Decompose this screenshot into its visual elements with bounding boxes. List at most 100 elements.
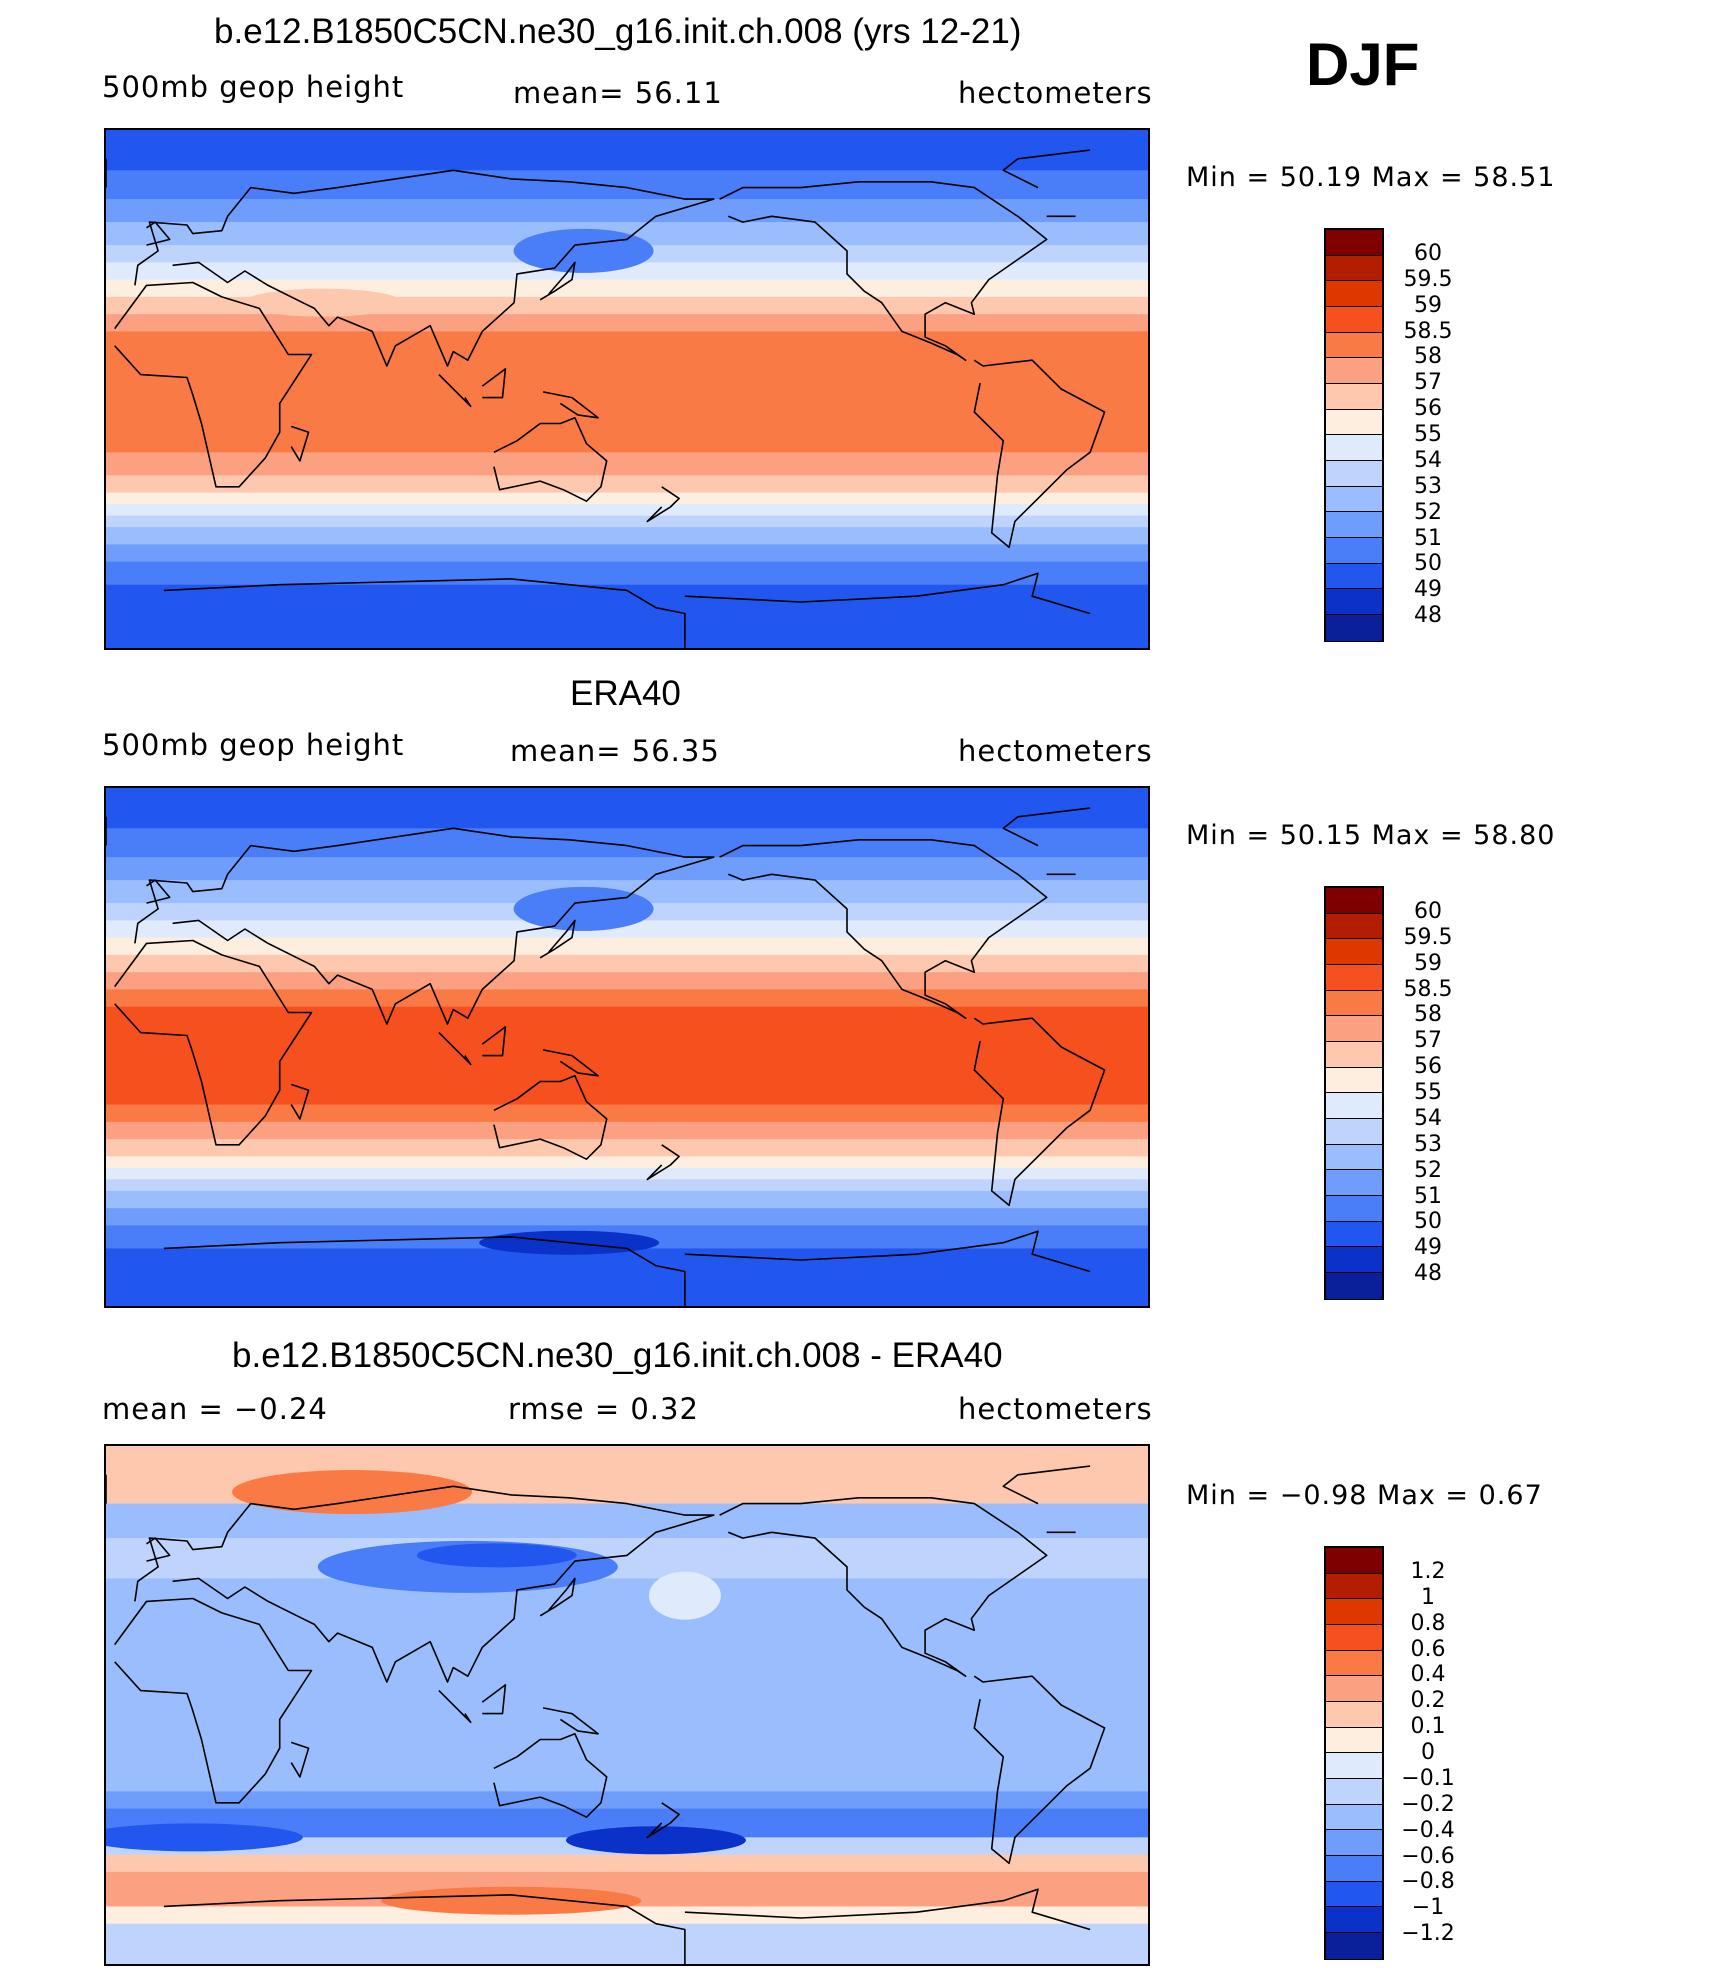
contour-band — [106, 504, 1148, 517]
contour-band — [106, 1248, 1148, 1306]
anomaly-feature — [232, 1470, 473, 1515]
colorbar-swatch — [1326, 1273, 1382, 1299]
colorbar-tick-label: 0.1 — [1410, 1714, 1446, 1740]
colorbar-tick-label: 48 — [1414, 1261, 1442, 1287]
panel-1-colorbar — [1324, 228, 1384, 642]
contour-band — [106, 1923, 1148, 1964]
coastline — [106, 149, 1091, 218]
colorbar-tick-label: 56 — [1414, 396, 1442, 422]
contour-band — [106, 1139, 1148, 1157]
colorbar-tick-label: 60 — [1414, 240, 1442, 266]
colorbar-swatch — [1326, 358, 1382, 385]
colorbar-swatch — [1326, 615, 1382, 641]
colorbar-swatch — [1326, 512, 1382, 539]
colorbar-tick-label: −0.8 — [1401, 1869, 1455, 1895]
coastline — [542, 391, 599, 419]
coastline — [106, 1465, 1091, 1534]
colorbar-swatch — [1326, 1144, 1382, 1171]
contour-band — [106, 1906, 1148, 1925]
colorbar-swatch — [1326, 255, 1382, 282]
contour-band — [106, 828, 1148, 858]
colorbar-tick-label: 55 — [1414, 1080, 1442, 1105]
colorbar-swatch — [1326, 1221, 1382, 1248]
colorbar-tick-label: 57 — [1414, 1028, 1442, 1054]
coastline — [134, 169, 715, 367]
colorbar-tick-label: 50 — [1414, 551, 1442, 577]
colorbar-tick-label: 53 — [1414, 1131, 1442, 1157]
colorbar-swatch — [1326, 1907, 1382, 1934]
colorbar-swatch — [1326, 281, 1382, 308]
colorbar-tick-label: 51 — [1414, 1183, 1442, 1209]
colorbar-tick-label: 50 — [1414, 1209, 1442, 1235]
panel-2-title: ERA40 — [570, 674, 681, 713]
colorbar-tick-label: 1.2 — [1410, 1558, 1446, 1584]
coastline — [114, 281, 313, 488]
contour-band — [106, 989, 1148, 1008]
coastline — [146, 221, 171, 246]
colorbar-tick-label: 57 — [1414, 370, 1442, 396]
coastline — [114, 939, 313, 1146]
contour-band — [106, 452, 1148, 476]
panel-2-variable-label: 500mb geop height — [102, 728, 405, 762]
panel-3-units-label: hectometers — [958, 1392, 1153, 1426]
coastline — [438, 1690, 472, 1724]
contour-band — [106, 1578, 1148, 1792]
contour-band — [106, 1121, 1148, 1140]
colorbar-tick-label: −0.1 — [1401, 1765, 1455, 1791]
colorbar-swatch — [1326, 1196, 1382, 1222]
contour-band — [106, 1156, 1148, 1169]
colorbar-swatch — [1326, 1599, 1382, 1626]
coastline — [493, 1733, 608, 1818]
panel-2-mean-label: mean= 56.35 — [510, 734, 720, 768]
contour-band — [106, 1538, 1148, 1579]
panel-3-mean-label: mean = −0.24 — [102, 1392, 328, 1426]
coastline — [542, 1707, 599, 1735]
colorbar-tick-label: 58 — [1414, 1002, 1442, 1028]
colorbar-swatch — [1326, 1119, 1382, 1145]
anomaly-feature — [106, 1823, 303, 1852]
panel-1-map — [104, 128, 1150, 650]
coastline — [114, 1597, 313, 1804]
colorbar-swatch — [1326, 1676, 1382, 1703]
colorbar-swatch — [1326, 1933, 1382, 1959]
panel-2-min-max: Min = 50.15 Max = 58.80 — [1186, 820, 1556, 851]
coastline — [134, 1485, 715, 1683]
colorbar-swatch — [1326, 1548, 1382, 1574]
colorbar-tick-label: 0.6 — [1410, 1636, 1446, 1662]
colorbar-tick-label: 1 — [1421, 1584, 1435, 1610]
panel-1-units-label: hectometers — [958, 76, 1153, 110]
coastline — [539, 919, 576, 959]
contour-band — [106, 262, 1148, 281]
contour-band — [106, 199, 1148, 223]
panel-3-colorbar — [1324, 1546, 1384, 1960]
anomaly-feature — [416, 1543, 577, 1568]
colorbar-tick-label: 51 — [1414, 525, 1442, 551]
colorbar-swatch — [1326, 332, 1382, 359]
colorbar-swatch — [1326, 538, 1382, 564]
contour-band — [106, 475, 1148, 494]
colorbar-swatch — [1326, 563, 1382, 590]
contour-band — [106, 1190, 1148, 1209]
colorbar-swatch — [1326, 888, 1382, 914]
colorbar-tick-label: 49 — [1414, 577, 1442, 603]
coastline — [973, 1675, 1106, 1865]
colorbar-swatch — [1326, 1093, 1382, 1120]
season-label: DJF — [1306, 31, 1420, 98]
colorbar-swatch — [1326, 990, 1382, 1017]
coastline — [134, 827, 715, 1025]
colorbar-swatch — [1326, 230, 1382, 256]
coastline — [163, 1230, 1091, 1306]
colorbar-tick-label: 59 — [1414, 950, 1442, 976]
colorbar-swatch — [1326, 1881, 1382, 1908]
contour-band — [106, 1104, 1148, 1123]
anomaly-feature — [381, 1886, 642, 1915]
coastline — [481, 1026, 507, 1057]
colorbar-tick-label: −0.6 — [1401, 1843, 1455, 1869]
contour-band — [106, 1791, 1148, 1810]
colorbar-swatch — [1326, 1650, 1382, 1677]
colorbar-swatch — [1326, 1016, 1382, 1043]
coastline — [163, 572, 1091, 648]
colorbar-swatch — [1326, 435, 1382, 462]
panel-3-title: b.e12.B1850C5CN.ne30_g16.init.ch.008 - E… — [232, 1336, 1003, 1375]
contour-band — [106, 527, 1148, 545]
